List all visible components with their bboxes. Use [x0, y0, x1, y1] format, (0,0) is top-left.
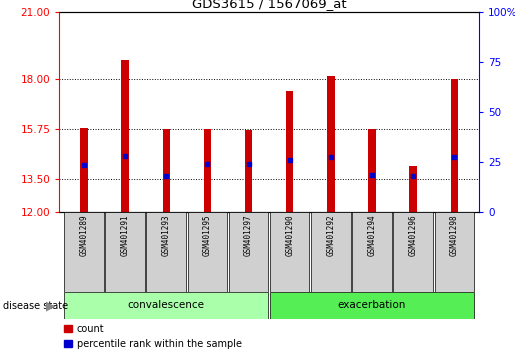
Bar: [163, 129, 170, 212]
FancyBboxPatch shape: [187, 212, 227, 292]
FancyBboxPatch shape: [393, 212, 433, 292]
Text: GSM401290: GSM401290: [285, 215, 294, 256]
FancyBboxPatch shape: [105, 212, 145, 292]
Text: GSM401294: GSM401294: [368, 215, 376, 256]
Title: GDS3615 / 1567069_at: GDS3615 / 1567069_at: [192, 0, 347, 10]
FancyBboxPatch shape: [435, 212, 474, 292]
FancyBboxPatch shape: [64, 212, 104, 292]
FancyBboxPatch shape: [146, 212, 186, 292]
FancyBboxPatch shape: [270, 212, 310, 292]
FancyBboxPatch shape: [270, 292, 474, 319]
Text: GSM401295: GSM401295: [203, 215, 212, 256]
FancyBboxPatch shape: [311, 212, 351, 292]
Text: GSM401293: GSM401293: [162, 215, 170, 256]
FancyBboxPatch shape: [352, 212, 392, 292]
Bar: [122, 60, 129, 212]
Text: GSM401292: GSM401292: [327, 215, 335, 256]
Bar: [80, 128, 88, 212]
Text: ▶: ▶: [46, 299, 55, 312]
Bar: [368, 129, 375, 212]
Text: exacerbation: exacerbation: [338, 300, 406, 310]
Text: GSM401297: GSM401297: [244, 215, 253, 256]
Bar: [203, 129, 211, 212]
FancyBboxPatch shape: [64, 292, 268, 319]
Bar: [409, 166, 417, 212]
Bar: [327, 76, 335, 212]
Text: GSM401296: GSM401296: [408, 215, 418, 256]
Text: disease state: disease state: [3, 301, 67, 310]
Legend: count, percentile rank within the sample: count, percentile rank within the sample: [64, 324, 242, 349]
Bar: [286, 91, 294, 212]
Bar: [451, 79, 458, 212]
Text: GSM401289: GSM401289: [79, 215, 89, 256]
Text: GSM401291: GSM401291: [121, 215, 130, 256]
FancyBboxPatch shape: [229, 212, 268, 292]
Text: GSM401298: GSM401298: [450, 215, 459, 256]
Text: convalescence: convalescence: [128, 300, 205, 310]
Bar: [245, 130, 252, 212]
